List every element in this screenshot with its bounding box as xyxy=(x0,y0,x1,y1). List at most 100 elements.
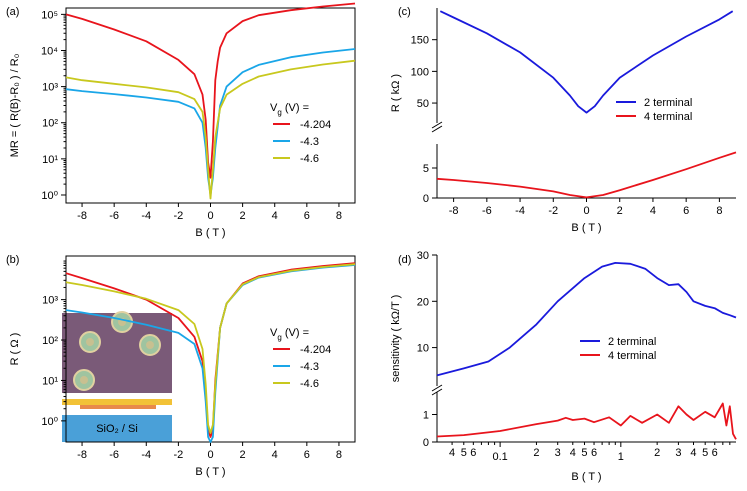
panel-label-a: (a) xyxy=(6,6,19,18)
x-tick-label-c-8: 8 xyxy=(716,205,722,217)
x-tick-label-c-0: -8 xyxy=(449,205,459,217)
y-axis-label-d: sensitivity ( kΩ/T ) xyxy=(390,295,402,382)
panel-label-c: (c) xyxy=(398,6,411,18)
x-tick-label-c-2: -4 xyxy=(515,205,525,217)
y-tick-label-upper-d-2: 30 xyxy=(417,250,429,262)
x-minor-tick-label-d-11: 5 xyxy=(702,447,708,459)
x-axis-label-b: B ( T ) xyxy=(195,466,225,478)
y-tick-label-a-1: 10¹ xyxy=(42,154,58,166)
x-minor-tick-label-d-9: 3 xyxy=(675,447,681,459)
y-tick-label-a-5: 10⁵ xyxy=(41,9,58,21)
x-minor-tick-label-d-7: 6 xyxy=(591,447,597,459)
x-tick-label-b-2: -4 xyxy=(141,449,151,461)
y-tick-label-upper-c-2: 150 xyxy=(411,35,429,47)
x-minor-tick-label-d-10: 4 xyxy=(690,447,696,459)
x-tick-label-c-6: 4 xyxy=(650,205,656,217)
y-tick-label-a-3: 10³ xyxy=(42,82,58,94)
x-tick-label-b-7: 6 xyxy=(304,449,310,461)
legend-label-d-0: 2 terminal xyxy=(608,336,656,348)
inset-contact-core-0 xyxy=(86,338,94,346)
legend-label-b-1: -4.3 xyxy=(300,361,319,373)
x-tick-label-b-8: 8 xyxy=(336,449,342,461)
series-line-d-0 xyxy=(436,262,737,377)
y-tick-label-a-4: 10⁴ xyxy=(41,45,58,57)
x-axis-label-a: B ( T ) xyxy=(195,227,225,239)
inset-contact-core-2 xyxy=(146,341,154,349)
legend-label-b-0: -4.204 xyxy=(300,344,331,356)
x-tick-label-a-3: -2 xyxy=(173,210,183,222)
axis-break-d-2 xyxy=(431,388,443,396)
legend-label-a-2: -4.6 xyxy=(300,153,319,165)
x-tick-label-b-6: 4 xyxy=(272,449,278,461)
x-tick-label-b-3: -2 xyxy=(173,449,183,461)
legend-label-c-0: 2 terminal xyxy=(644,97,692,109)
x-tick-label-c-3: -2 xyxy=(548,205,558,217)
panel-c: (c) 50 100 150 0 5 -8 -6 -4 -2 0 2 4 6 8 B ( T ) R ( kΩ … xyxy=(390,6,737,234)
x-minor-tick-label-d-1: 5 xyxy=(461,447,467,459)
series-line-d-1 xyxy=(436,402,737,440)
inset-layer-flake xyxy=(80,405,156,409)
y-axis-label-a: MR = ( R(B)-R₀ ) / R₀ xyxy=(9,54,21,158)
x-tick-label-c-5: 2 xyxy=(617,205,623,217)
x-tick-label-b-0: -8 xyxy=(77,449,87,461)
inset-layer-substrate xyxy=(62,415,172,442)
x-tick-label-a-8: 8 xyxy=(336,210,342,222)
x-major-tick-label-d-1: 1 xyxy=(618,451,624,463)
x-minor-tick-label-d-6: 5 xyxy=(581,447,587,459)
x-minor-tick-label-d-0: 4 xyxy=(449,447,455,459)
series-line-c-1 xyxy=(436,151,737,199)
series-line-a-0 xyxy=(65,2,356,179)
x-tick-label-a-5: 2 xyxy=(240,210,246,222)
series-line-a-2 xyxy=(65,59,356,200)
panel-a: (a) -8 -6 -4 -2 0 2 4 6 8 10⁰ 10¹ 10² 10³ 10⁴ 10⁵ B ( T … xyxy=(6,2,356,239)
y-tick-label-lower-d-1: 1 xyxy=(423,410,429,422)
legend-label-a-1: -4.3 xyxy=(300,136,319,148)
y-tick-label-b-0: 10⁰ xyxy=(41,416,58,428)
panel-b: (b) SiO₂ / Si -8 -6 -4 -2 0 2 4 6 8 10⁰ 10¹ 10² 10³ B (… xyxy=(6,254,356,478)
axis-break-d-1 xyxy=(431,384,443,392)
x-tick-label-c-1: -6 xyxy=(482,205,492,217)
x-axis-label-d: B ( T ) xyxy=(571,471,601,483)
x-major-tick-label-d-0: 0.1 xyxy=(492,451,507,463)
x-tick-label-b-5: 2 xyxy=(240,449,246,461)
x-tick-label-a-4: 0 xyxy=(207,210,213,222)
legend-label-a-0: -4.204 xyxy=(300,119,331,131)
x-tick-label-a-2: -4 xyxy=(141,210,151,222)
legend-label-b-2: -4.6 xyxy=(300,378,319,390)
panel-label-d: (d) xyxy=(398,254,411,266)
y-tick-label-a-0: 10⁰ xyxy=(41,190,58,202)
legend-label-d-1: 4 terminal xyxy=(608,350,656,362)
y-tick-label-lower-d-0: 0 xyxy=(423,437,429,449)
y-tick-label-a-2: 10² xyxy=(42,118,58,130)
y-tick-label-upper-d-0: 10 xyxy=(417,343,429,355)
x-minor-tick-label-d-4: 3 xyxy=(555,447,561,459)
y-tick-label-upper-c-1: 100 xyxy=(411,66,429,78)
y-tick-label-lower-c-1: 5 xyxy=(423,163,429,175)
x-axis-label-c: B ( T ) xyxy=(571,222,601,234)
y-tick-label-lower-c-0: 0 xyxy=(423,193,429,205)
y-tick-label-b-2: 10² xyxy=(42,335,58,347)
x-tick-label-a-1: -6 xyxy=(109,210,119,222)
series-line-c-0 xyxy=(439,10,734,114)
x-minor-tick-label-d-8: 2 xyxy=(654,447,660,459)
legend-title-b: Vg (V) = xyxy=(270,327,309,342)
series-line-b-2 xyxy=(65,263,356,434)
y-tick-label-b-1: 10¹ xyxy=(42,375,58,387)
inset-substrate-label: SiO₂ / Si xyxy=(96,423,138,435)
x-tick-label-b-4: 0 xyxy=(207,449,213,461)
y-tick-label-upper-d-1: 20 xyxy=(417,296,429,308)
x-minor-tick-label-d-12: 6 xyxy=(712,447,718,459)
inset-contact-core-3 xyxy=(80,376,88,384)
x-minor-tick-label-d-5: 4 xyxy=(570,447,576,459)
x-tick-label-a-0: -8 xyxy=(77,210,87,222)
x-minor-tick-label-d-3: 2 xyxy=(533,447,539,459)
panel-label-b: (b) xyxy=(6,254,19,266)
y-tick-label-b-3: 10³ xyxy=(42,295,58,307)
y-tick-label-upper-c-0: 50 xyxy=(417,98,429,110)
axis-break-c-2 xyxy=(431,125,443,133)
x-minor-tick-label-d-2: 6 xyxy=(470,447,476,459)
y-axis-label-b: R ( Ω ) xyxy=(9,333,21,366)
inset-layer-gold xyxy=(62,399,172,405)
